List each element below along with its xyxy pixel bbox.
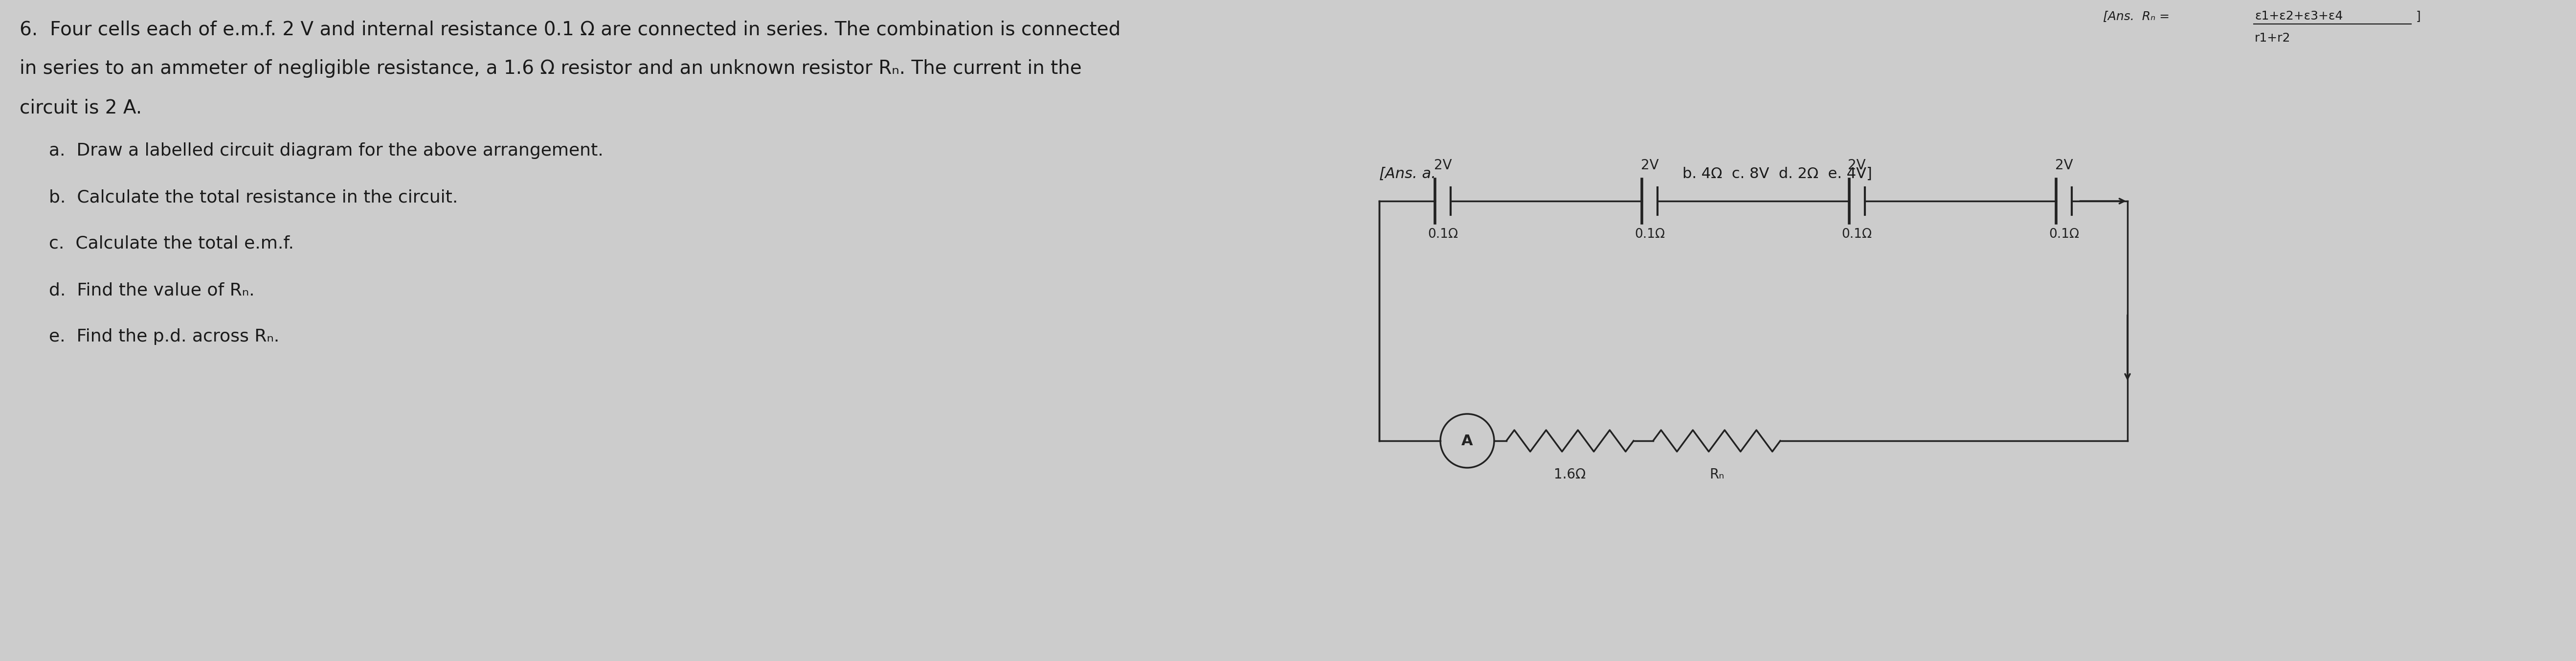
- Text: 2V: 2V: [1847, 159, 1865, 173]
- Text: 0.1Ω: 0.1Ω: [1842, 228, 1873, 241]
- Text: circuit is 2 A.: circuit is 2 A.: [21, 98, 142, 117]
- Text: in series to an ammeter of negligible resistance, a 1.6 Ω resistor and an unknow: in series to an ammeter of negligible re…: [21, 59, 1082, 78]
- Text: ]: ]: [2416, 11, 2421, 22]
- Text: 2V: 2V: [1641, 159, 1659, 173]
- Text: b.  Calculate the total resistance in the circuit.: b. Calculate the total resistance in the…: [49, 189, 459, 206]
- Text: c.  Calculate the total e.m.f.: c. Calculate the total e.m.f.: [49, 235, 294, 252]
- Text: 0.1Ω: 0.1Ω: [1427, 228, 1458, 241]
- Text: Rₙ: Rₙ: [1710, 468, 1723, 481]
- Text: a.  Draw a labelled circuit diagram for the above arrangement.: a. Draw a labelled circuit diagram for t…: [49, 142, 603, 159]
- Text: 0.1Ω: 0.1Ω: [1636, 228, 1664, 241]
- Text: 2V: 2V: [1435, 159, 1453, 173]
- Text: ε1+ε2+ε3+ε4: ε1+ε2+ε3+ε4: [2254, 11, 2344, 22]
- Text: [Ans.  Rₙ =: [Ans. Rₙ =: [2102, 11, 2169, 22]
- Text: r1+r2: r1+r2: [2254, 32, 2290, 44]
- Text: [Ans. a.: [Ans. a.: [1378, 167, 1435, 181]
- Text: 6.  Four cells each of e.m.f. 2 V and internal resistance 0.1 Ω are connected in: 6. Four cells each of e.m.f. 2 V and int…: [21, 20, 1121, 38]
- Text: d.  Find the value of Rₙ.: d. Find the value of Rₙ.: [49, 282, 255, 299]
- Text: b. 4Ω  c. 8V  d. 2Ω  e. 4V]: b. 4Ω c. 8V d. 2Ω e. 4V]: [1682, 167, 1873, 181]
- Text: e.  Find the p.d. across Rₙ.: e. Find the p.d. across Rₙ.: [49, 329, 278, 345]
- Text: 2V: 2V: [2056, 159, 2074, 173]
- Text: A: A: [1461, 434, 1473, 448]
- Text: 1.6Ω: 1.6Ω: [1553, 468, 1587, 481]
- Text: 0.1Ω: 0.1Ω: [2048, 228, 2079, 241]
